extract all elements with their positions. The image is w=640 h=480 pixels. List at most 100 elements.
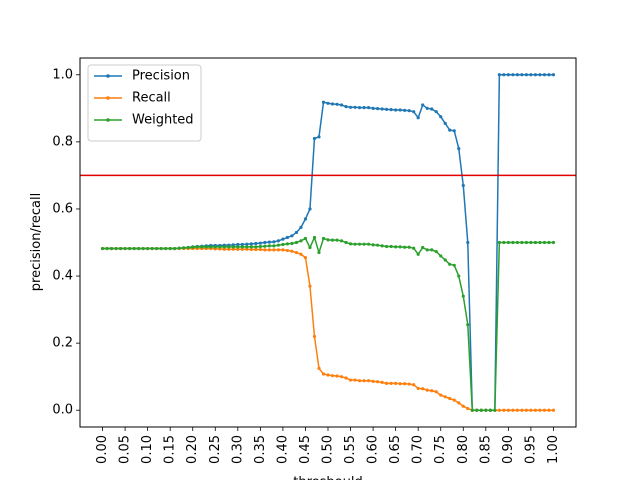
recall-point — [497, 408, 501, 412]
y-axis-label: precision/recall — [29, 193, 44, 291]
legend: Precision Recall Weighted — [87, 64, 202, 142]
weighted-point — [542, 240, 547, 245]
precision-point — [303, 217, 308, 221]
weighted-point — [335, 238, 339, 242]
legend-box — [87, 64, 202, 142]
x-tick-label: 0.85 — [478, 435, 493, 464]
y-tick-label: 1.0 — [52, 67, 73, 82]
weighted-point — [267, 244, 271, 248]
weighted-point — [245, 245, 249, 249]
recall-point — [240, 247, 244, 251]
weighted-point — [533, 240, 538, 245]
recall-point — [290, 249, 294, 253]
legend-marker-weighted — [106, 118, 110, 122]
weighted-point — [430, 248, 434, 252]
recall-point — [511, 408, 515, 412]
precision-point — [335, 102, 339, 106]
recall-point — [344, 376, 348, 380]
weighted-point — [281, 242, 285, 247]
recall-point — [276, 248, 280, 252]
legend-label-weighted: Weighted — [132, 113, 194, 128]
weighted-point — [416, 252, 420, 256]
x-tick-label: 0.95 — [523, 435, 538, 464]
weighted-point — [236, 245, 240, 249]
precision-point — [398, 108, 402, 112]
recall-point — [267, 248, 271, 252]
recall-point — [403, 382, 407, 386]
recall-point — [461, 404, 465, 408]
precision-point — [321, 100, 326, 104]
recall-point — [339, 375, 344, 379]
weighted-point — [506, 240, 510, 245]
precision-point — [312, 136, 317, 141]
recall-point — [249, 247, 253, 252]
recall-point — [502, 408, 506, 412]
recall-point — [430, 389, 434, 393]
weighted-point — [200, 245, 204, 249]
recall-point — [245, 247, 249, 251]
weighted-point — [520, 240, 524, 245]
precision-point — [533, 73, 538, 77]
recall-point — [416, 386, 420, 391]
weighted-point — [231, 245, 235, 249]
weighted-point — [195, 245, 199, 249]
precision-point — [457, 146, 461, 151]
weighted-point — [357, 242, 362, 246]
precision-point — [407, 109, 411, 113]
recall-line — [102, 247, 554, 411]
weighted-point — [168, 246, 172, 251]
weighted-point — [213, 245, 217, 249]
precision-point — [466, 240, 470, 245]
x-tick-label: 0.00 — [95, 435, 110, 464]
recall-point — [321, 372, 326, 376]
x-tick-label: 0.60 — [366, 435, 381, 464]
recall-point — [452, 398, 456, 402]
weighted-point — [105, 246, 109, 251]
weighted-point — [385, 244, 389, 249]
weighted-point — [240, 245, 244, 249]
precision-point — [448, 128, 452, 132]
recall-point — [551, 408, 556, 412]
weighted-point — [502, 240, 506, 245]
weighted-point — [425, 248, 429, 252]
precision-point — [452, 129, 456, 133]
weighted-point — [141, 246, 145, 251]
precision-point — [403, 108, 407, 112]
x-axis: 0.00 0.05 0.10 0.15 0.20 0.25 0.30 0.35 0.40 0.45… — [95, 427, 561, 464]
recall-point — [398, 382, 402, 386]
precision-point — [245, 242, 249, 246]
weighted-point — [182, 246, 186, 250]
weighted-point — [551, 240, 556, 245]
x-tick-label: 0.25 — [208, 435, 223, 464]
precision-point — [529, 73, 533, 77]
x-tick-label: 0.10 — [140, 435, 155, 464]
legend-marker-recall — [106, 96, 110, 100]
weighted-point — [299, 239, 303, 243]
weighted-point — [150, 246, 154, 251]
precision-point — [249, 242, 253, 246]
weighted-point — [155, 246, 159, 251]
weighted-point — [380, 244, 384, 248]
weighted-point — [434, 249, 438, 254]
recall-point — [515, 408, 519, 412]
recall-point — [533, 408, 538, 412]
precision-point — [317, 135, 321, 139]
recall-point — [538, 408, 542, 412]
weighted-point — [452, 263, 456, 267]
precision-point — [254, 241, 258, 246]
weighted-point — [276, 243, 280, 247]
recall-point — [394, 381, 398, 385]
x-tick-label: 0.40 — [275, 435, 290, 464]
weighted-point — [407, 245, 411, 249]
recall-point — [299, 252, 303, 256]
recall-point — [380, 380, 384, 384]
recall-point — [366, 379, 371, 383]
recall-point — [254, 247, 258, 252]
precision-point — [236, 242, 240, 247]
weighted-line — [102, 236, 554, 411]
precision-point — [520, 73, 524, 77]
x-tick-label: 0.20 — [185, 435, 200, 464]
precision-point — [389, 108, 393, 112]
precision-point — [299, 225, 303, 229]
